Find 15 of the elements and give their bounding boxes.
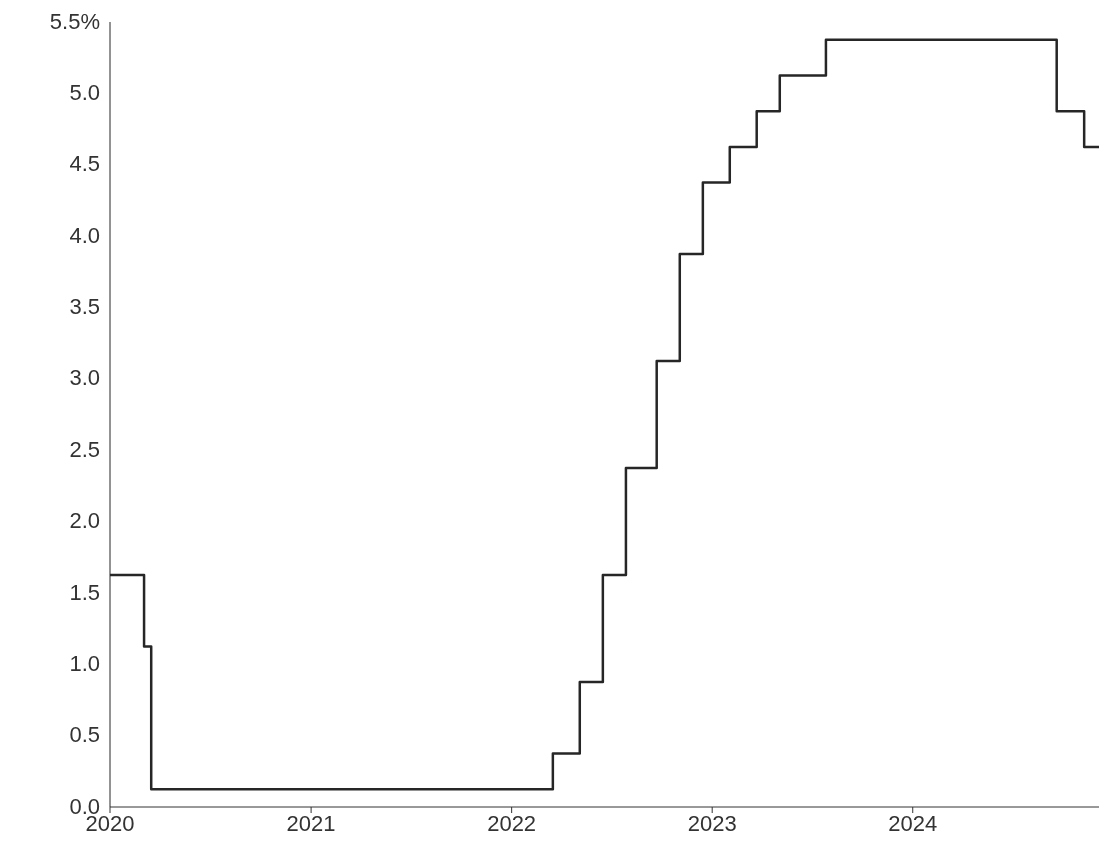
x-tick-label: 2022 xyxy=(487,810,537,836)
y-tick-label: 2.5 xyxy=(69,436,100,462)
y-tick-label: 0.5 xyxy=(69,722,100,748)
y-tick-label: 5.0 xyxy=(69,79,100,105)
y-tick-label: 5.5% xyxy=(49,8,100,34)
y-tick-label: 3.0 xyxy=(69,365,100,391)
y-tick-label: 2.0 xyxy=(69,508,100,534)
x-tick-label: 2024 xyxy=(888,810,938,836)
y-tick-label: 4.5 xyxy=(69,151,100,177)
x-tick-label: 2023 xyxy=(687,810,737,836)
y-tick-label: 3.5 xyxy=(69,294,100,320)
y-tick-label: 1.0 xyxy=(69,650,100,676)
x-tick-label: 2021 xyxy=(286,810,336,836)
y-tick-label: 4.0 xyxy=(69,222,100,248)
y-tick-label: 1.5 xyxy=(69,579,100,605)
